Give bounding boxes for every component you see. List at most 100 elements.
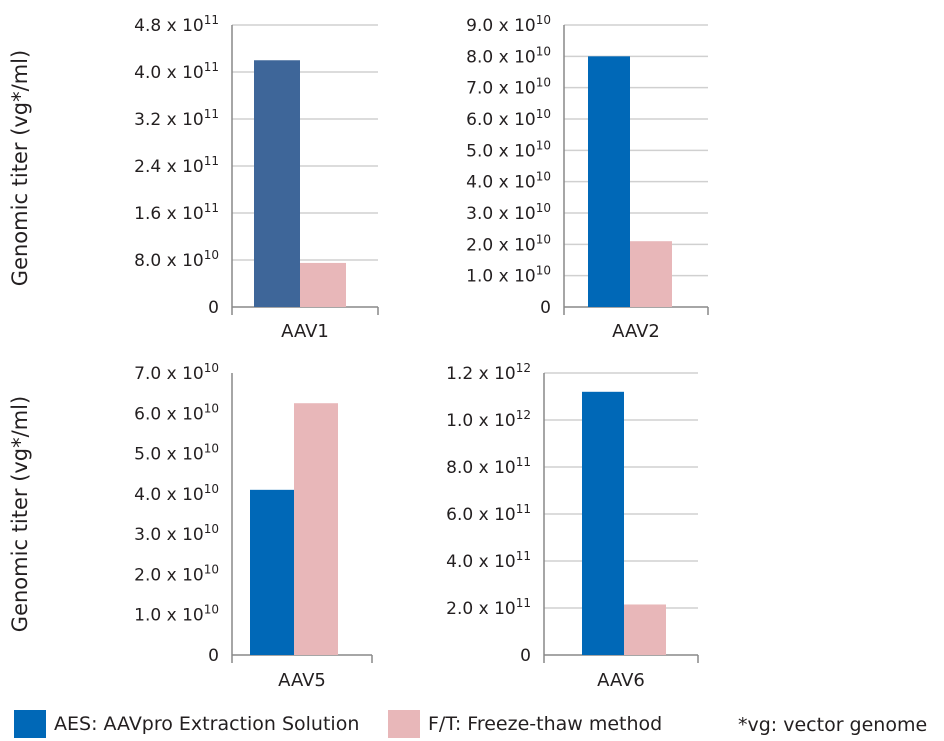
y-tick-exponent: 11 — [204, 60, 219, 74]
y-tick-label: 7.0 x 1010 — [466, 76, 551, 99]
y-tick-exponent: 10 — [536, 201, 551, 215]
y-tick-exponent: 10 — [204, 361, 219, 375]
y-tick-label: 8.0 x 1010 — [134, 248, 219, 271]
bar-ft-aav6 — [624, 604, 666, 655]
legend-item-ft: F/T: Freeze-thaw method — [388, 710, 662, 738]
y-tick-label: 2.0 x 1010 — [134, 562, 219, 585]
y-tick-exponent: 12 — [516, 361, 531, 375]
y-tick-label: 4.8 x 1011 — [134, 13, 219, 36]
y-tick-label: 6.0 x 1011 — [446, 502, 531, 525]
y-tick-mantissa: 1.0 x 10 — [466, 267, 536, 287]
y-tick-exponent: 11 — [516, 549, 531, 563]
y-tick-label: 1.6 x 1011 — [134, 201, 219, 224]
y-tick-exponent: 10 — [536, 13, 551, 27]
y-tick-label: 2.4 x 1011 — [134, 154, 219, 177]
bar-ft-aav2 — [630, 241, 672, 307]
y-tick-label: 1.0 x 1012 — [446, 408, 531, 431]
y-tick-mantissa: 2.4 x 10 — [134, 157, 204, 177]
bar-aes-aav1 — [254, 60, 300, 307]
y-tick-label: 4.0 x 1011 — [134, 60, 219, 83]
y-tick-mantissa: 8.0 x 10 — [466, 47, 536, 67]
y-tick-mantissa: 3.2 x 10 — [134, 110, 204, 130]
y-tick-label: 8.0 x 1010 — [466, 44, 551, 67]
y-tick-label: 1.2 x 1012 — [446, 361, 531, 384]
y-tick-mantissa: 6.0 x 10 — [466, 110, 536, 130]
y-tick-label: 3.0 x 1010 — [134, 522, 219, 545]
y-tick-label: 1.0 x 1010 — [466, 264, 551, 287]
y-tick-exponent: 10 — [536, 44, 551, 58]
y-tick-label: 2.0 x 1010 — [466, 232, 551, 255]
bar-ft-aav5 — [294, 403, 338, 655]
y-tick-mantissa: 6.0 x 10 — [134, 404, 204, 424]
y-tick-mantissa: 0 — [540, 298, 551, 318]
legend-swatch-ft — [388, 710, 420, 738]
y-tick-exponent: 11 — [204, 154, 219, 168]
footnote: *vg: vector genome — [738, 714, 928, 736]
y-tick-mantissa: 0 — [208, 298, 219, 318]
y-tick-mantissa: 3.0 x 10 — [134, 525, 204, 545]
y-tick-exponent: 10 — [204, 562, 219, 576]
y-tick-mantissa: 7.0 x 10 — [134, 364, 204, 384]
y-tick-mantissa: 2.0 x 10 — [446, 599, 516, 619]
y-tick-label: 4.0 x 1010 — [134, 482, 219, 505]
y-tick-mantissa: 4.0 x 10 — [466, 173, 536, 193]
bar-aes-aav5 — [250, 489, 294, 655]
y-tick-mantissa: 9.0 x 10 — [466, 16, 536, 36]
y-tick-mantissa: 1.6 x 10 — [134, 204, 204, 224]
y-tick-mantissa: 7.0 x 10 — [466, 79, 536, 99]
y-tick-exponent: 10 — [204, 603, 219, 617]
y-tick-mantissa: 2.0 x 10 — [466, 235, 536, 255]
y-tick-label: 0 — [208, 298, 219, 318]
y-tick-exponent: 10 — [536, 170, 551, 184]
y-tick-exponent: 10 — [204, 248, 219, 262]
legend-label-ft: F/T: Freeze-thaw method — [428, 713, 663, 735]
y-tick-exponent: 11 — [516, 596, 531, 610]
y-tick-mantissa: 1.0 x 10 — [134, 606, 204, 626]
y-tick-exponent: 11 — [516, 455, 531, 469]
y-tick-mantissa: 2.0 x 10 — [134, 565, 204, 585]
y-tick-label: 8.0 x 1011 — [446, 455, 531, 478]
y-tick-mantissa: 8.0 x 10 — [446, 458, 516, 478]
y-tick-label: 4.0 x 1011 — [446, 549, 531, 572]
y-tick-mantissa: 0 — [520, 646, 531, 666]
y-tick-exponent: 11 — [204, 201, 219, 215]
y-tick-exponent: 12 — [516, 408, 531, 422]
y-tick-exponent: 10 — [204, 522, 219, 536]
y-tick-mantissa: 5.0 x 10 — [134, 445, 204, 465]
y-tick-label: 0 — [540, 298, 551, 318]
y-tick-label: 2.0 x 1011 — [446, 596, 531, 619]
category-label: AAV1 — [281, 321, 329, 342]
y-axis-label: Genomic titer (vg*/ml) — [8, 50, 32, 286]
y-tick-label: 0 — [520, 646, 531, 666]
y-tick-label: 3.2 x 1011 — [134, 107, 219, 130]
y-tick-mantissa: 4.0 x 10 — [134, 485, 204, 505]
y-tick-mantissa: 0 — [208, 646, 219, 666]
legend-label-aes: AES: AAVpro Extraction Solution — [54, 713, 360, 735]
legend-item-aes: AES: AAVpro Extraction Solution — [14, 710, 359, 738]
y-tick-exponent: 10 — [536, 264, 551, 278]
y-tick-label: 4.0 x 1010 — [466, 170, 551, 193]
bar-aes-aav2 — [588, 56, 630, 308]
y-tick-mantissa: 3.0 x 10 — [466, 204, 536, 224]
bar-ft-aav1 — [300, 262, 346, 307]
y-axis-label: Genomic titer (vg*/ml) — [8, 396, 32, 632]
y-tick-exponent: 10 — [204, 482, 219, 496]
y-tick-exponent: 10 — [536, 107, 551, 121]
y-tick-exponent: 10 — [536, 138, 551, 152]
y-tick-exponent: 10 — [204, 401, 219, 415]
y-tick-exponent: 10 — [536, 232, 551, 246]
y-tick-label: 7.0 x 1010 — [134, 361, 219, 384]
category-label: AAV6 — [597, 670, 645, 691]
y-tick-mantissa: 6.0 x 10 — [446, 505, 516, 525]
y-tick-exponent: 10 — [204, 442, 219, 456]
y-tick-mantissa: 4.0 x 10 — [134, 63, 204, 83]
y-tick-exponent: 11 — [204, 13, 219, 27]
y-tick-label: 5.0 x 1010 — [466, 138, 551, 161]
y-tick-exponent: 11 — [204, 107, 219, 121]
legend: AES: AAVpro Extraction Solution F/T: Fre… — [0, 706, 944, 738]
